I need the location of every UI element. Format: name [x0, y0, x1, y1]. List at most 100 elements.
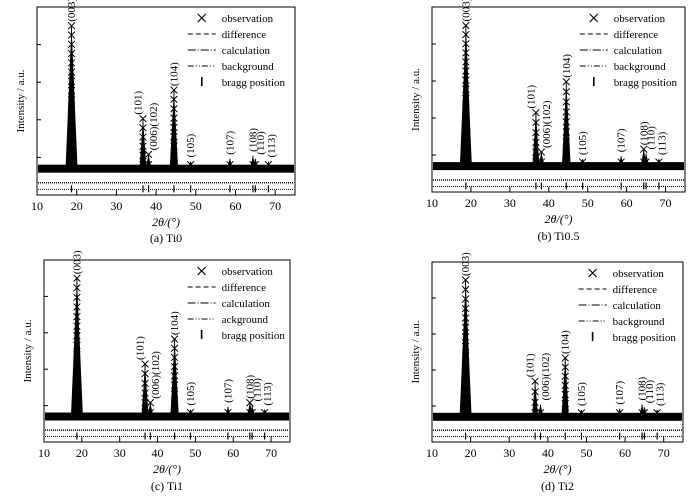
observation-marker [67, 77, 76, 86]
observation-marker [73, 351, 81, 359]
x-tick-label: 50 [190, 199, 202, 213]
observation-marker [226, 160, 234, 169]
legend-observation-symbol [197, 266, 206, 276]
observation-marker [461, 390, 470, 398]
observation-marker [462, 94, 470, 103]
observation-marker [462, 39, 470, 48]
observation-marker [170, 372, 179, 380]
observation-marker [251, 160, 260, 169]
observation-marker [532, 128, 540, 137]
observation-marker [73, 332, 81, 340]
observation-marker [170, 381, 179, 389]
legend-entry: background [613, 316, 665, 328]
observation-marker [139, 142, 147, 151]
observation-marker [73, 312, 81, 321]
legend-entry: difference [222, 282, 266, 294]
legend-entry: difference [222, 29, 266, 41]
observation-marker [67, 105, 76, 113]
peak-label: (101) [525, 85, 537, 109]
x-tick-label: 10 [426, 446, 438, 460]
observation-marker [170, 399, 179, 408]
x-tick-label: 10 [38, 446, 50, 460]
observation-marker [562, 108, 571, 116]
legend-observation-symbol [589, 13, 599, 23]
observation-marker [561, 390, 569, 399]
x-tick-label: 50 [582, 196, 594, 210]
x-tick-label: 10 [426, 196, 438, 210]
xrd-panel-2: 10 20 30 40 50 60 70 2θ/(°) Intensity / a.u. (b) … [410, 0, 686, 243]
observation-marker [186, 408, 195, 417]
peak-label: (110) [646, 126, 658, 150]
observation-marker [67, 96, 76, 104]
observation-marker [615, 409, 624, 417]
x-tick-label: 50 [580, 446, 592, 460]
observation-marker [462, 140, 470, 148]
peak-label: (104) [168, 62, 180, 86]
observation-marker [67, 151, 76, 160]
peak-label: (108) [247, 128, 259, 152]
panel-caption: (b) Ti0.5 [537, 229, 579, 243]
observation-marker [139, 114, 147, 123]
observation-marker [186, 160, 195, 169]
observation-marker [461, 276, 470, 284]
observation-marker [67, 59, 76, 67]
peak-label: (006)(102) [148, 102, 160, 150]
observation-marker [532, 138, 540, 147]
observation-baseline [433, 412, 682, 421]
observation-marker [73, 274, 81, 282]
legend-entry: calculation [222, 298, 271, 310]
peak-label: (108) [637, 376, 649, 400]
y-axis-label: Intensity / a.u. [410, 68, 422, 131]
observation-marker [462, 158, 470, 166]
plot-frame [431, 261, 684, 443]
observation-marker [170, 114, 178, 122]
observation-marker [73, 293, 81, 302]
x-axis-label: 2θ/(°) [543, 462, 571, 476]
observation-marker [561, 354, 569, 362]
observation-marker [531, 409, 539, 417]
peak-label: (107) [616, 128, 628, 152]
observation-marker [67, 31, 76, 39]
observation-marker [73, 284, 81, 292]
observation-marker [67, 22, 76, 30]
legend-entry: difference [614, 29, 658, 41]
y-axis-label: Intensity / a.u. [410, 320, 422, 383]
observation-marker [67, 68, 76, 76]
x-tick-label: 40 [542, 446, 554, 460]
peak-label: (101) [133, 91, 145, 115]
observation-marker [461, 399, 470, 408]
observation-marker [462, 149, 470, 157]
peak-label: (113) [266, 134, 278, 158]
x-tick-label: 20 [76, 446, 88, 460]
observation-marker [144, 160, 153, 169]
peak-label: (113) [262, 382, 274, 406]
observation-baseline [45, 412, 289, 421]
observation-marker [532, 148, 540, 156]
legend-entry: ackground [222, 314, 269, 326]
observation-marker [73, 303, 81, 311]
peak-label: (104) [561, 54, 573, 78]
observation-marker [462, 30, 470, 39]
plot-frame [43, 259, 291, 443]
observation-marker [170, 86, 178, 94]
observation-marker [561, 409, 569, 417]
x-tick-label: 60 [229, 199, 241, 213]
observation-baseline [38, 164, 294, 173]
observation-marker [653, 409, 661, 417]
observation-marker [532, 108, 540, 117]
observation-marker [67, 133, 76, 141]
peak-label: (105) [185, 381, 197, 405]
legend-entry: difference [613, 284, 657, 296]
peak-label: (107) [614, 380, 626, 404]
observation-marker [578, 158, 587, 166]
x-tick-label: 20 [465, 196, 477, 210]
observation-marker [462, 103, 470, 112]
observation-marker [73, 379, 81, 388]
observation-marker [67, 123, 76, 132]
observation-marker [532, 158, 540, 166]
legend-entry: bragg position [222, 77, 286, 89]
x-tick-label: 70 [265, 446, 277, 460]
observation-marker [170, 123, 178, 132]
peak-label: (104) [169, 311, 181, 335]
observation-marker [562, 98, 571, 106]
